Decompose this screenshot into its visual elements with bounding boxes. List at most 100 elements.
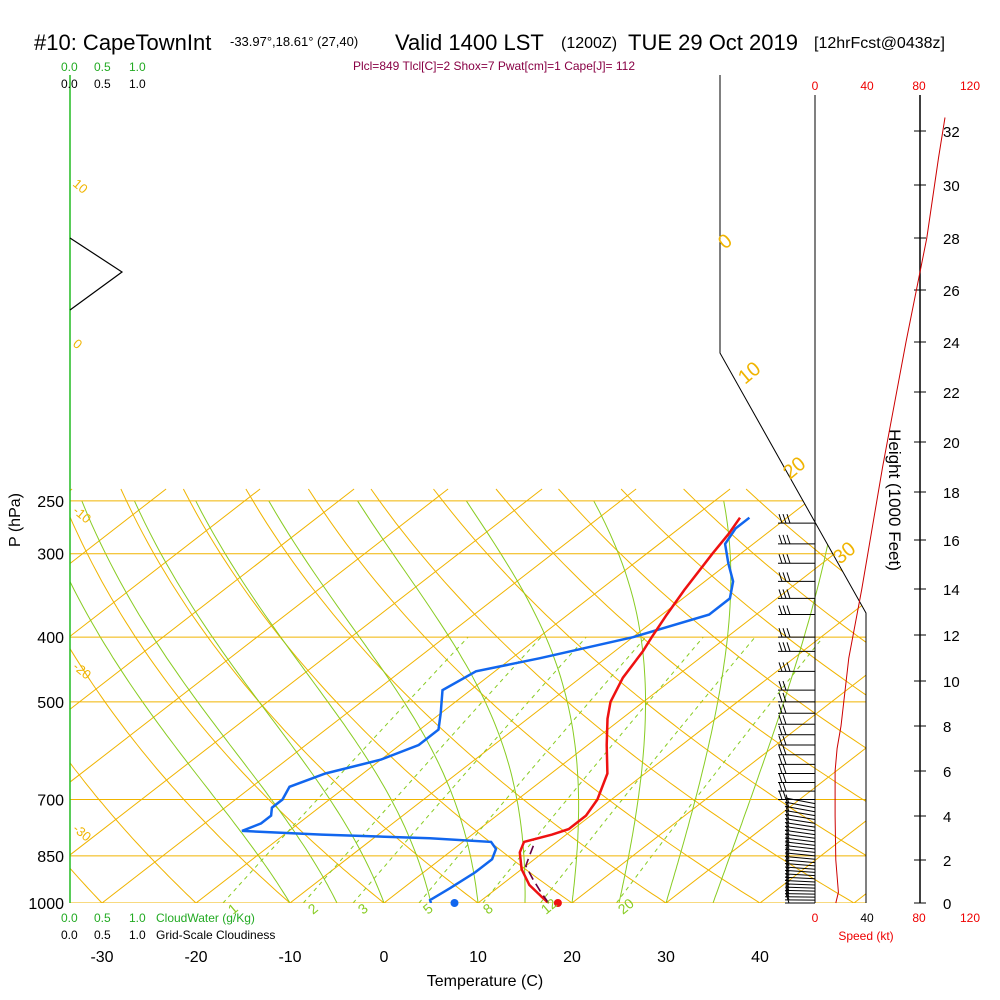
speed-bottom-40: 40 <box>860 911 874 925</box>
moist-adiabat-label: 10 <box>734 358 765 389</box>
wind-barb-flag <box>785 887 790 898</box>
wind-barb-flag <box>785 810 790 820</box>
wind-barb-staff <box>784 889 816 892</box>
wind-barb-staff <box>784 883 816 886</box>
wind-barb-flag <box>778 589 783 599</box>
pressure-tick-label: 250 <box>37 494 64 511</box>
pressure-tick-label: 850 <box>37 849 64 866</box>
wind-barb <box>784 860 816 870</box>
wind-barb <box>778 790 815 801</box>
wind-barb-staff <box>784 863 816 867</box>
wind-barb-staff <box>784 805 816 813</box>
wind-barb-flag <box>785 850 790 860</box>
wind-barb-flag <box>786 572 791 582</box>
wind-barb-flag <box>786 589 791 599</box>
dry-adiabat-line <box>70 488 307 903</box>
moist-adiabats <box>70 500 837 903</box>
moist-adiabat-line <box>465 500 580 903</box>
height-axis-title: Height (1000 Feet) <box>885 429 904 571</box>
wind-barb-flag <box>782 642 787 652</box>
temperature-tick-label: -30 <box>90 949 113 966</box>
sounding-profiles <box>241 516 751 903</box>
valid-time: Valid 1400 LST <box>395 30 544 55</box>
wind-barb-flag <box>785 802 790 812</box>
wind-barb-staff <box>784 886 816 889</box>
top-green-2: 1.0 <box>129 60 146 74</box>
height-tick-label: 16 <box>943 533 960 550</box>
zulu-time: (1200Z) <box>561 35 617 52</box>
wind-barb <box>778 704 815 714</box>
temperature-tick-label: 30 <box>657 949 675 966</box>
wind-barb-flag <box>785 885 790 895</box>
moist-adiabat-line <box>133 500 385 903</box>
wind-barb <box>778 725 815 736</box>
mixing-ratio-lines <box>222 636 824 903</box>
isotherm-line <box>665 488 866 903</box>
isobars <box>70 500 866 903</box>
temperature-tick-label: 0 <box>380 949 389 966</box>
wind-barb-flag <box>785 843 790 853</box>
speed-top-120: 120 <box>960 79 980 93</box>
wind-barb-staff <box>784 822 816 828</box>
moist-adiabat-label: 0 <box>714 230 737 254</box>
wind-barb <box>778 715 815 725</box>
moist-adiabat-line <box>593 500 646 903</box>
height-tick-label: 30 <box>943 178 960 195</box>
wind-barb-flag <box>786 605 791 615</box>
wind-barb-staff <box>784 873 816 877</box>
wind-barb <box>784 818 816 828</box>
isotherm-line <box>289 488 825 903</box>
wind-barb-flag <box>785 890 790 901</box>
cloudiness-profile <box>69 237 124 311</box>
wind-barb-flag <box>778 680 783 691</box>
valid-date: TUE 29 Oct 2019 <box>628 30 798 55</box>
wind-barb-staff <box>784 869 816 873</box>
wind-barb-flag <box>782 764 787 774</box>
wind-barb-staff <box>784 866 816 870</box>
height-tick-label: 22 <box>943 385 960 402</box>
wind-barb <box>778 692 815 703</box>
wind-barb-flag <box>785 806 790 816</box>
wind-barb <box>778 773 815 783</box>
height-tick-label: 20 <box>943 435 960 452</box>
dry-adiabat-label: -30 <box>70 821 94 845</box>
wind-barb-flag <box>782 745 787 755</box>
wind-barb-flag <box>782 735 787 746</box>
speed-bottom-0: 0 <box>812 911 819 925</box>
wind-barb <box>784 853 816 864</box>
wind-barb-flag <box>778 725 783 735</box>
wind-barb-flag <box>778 755 783 765</box>
wind-barb-flag <box>785 893 790 904</box>
wind-barb-flag <box>785 860 790 870</box>
temperature-profile <box>518 516 742 903</box>
height-tick-label: 4 <box>943 809 951 826</box>
wind-barb-flag <box>785 856 790 867</box>
bottom-black-2: 1.0 <box>129 928 146 942</box>
bottom-green-1: 0.5 <box>94 911 111 925</box>
wind-barb <box>778 781 815 792</box>
temperature-tick-label: -20 <box>184 949 207 966</box>
wind-barb <box>778 605 815 616</box>
pressure-tick-label: 1000 <box>28 896 64 913</box>
wind-barb-staff <box>784 809 816 817</box>
dry-adiabat-label: -20 <box>70 659 94 683</box>
wind-barb-flag <box>782 589 787 599</box>
wind-barb <box>778 589 815 599</box>
wind-barb-flag <box>785 839 790 850</box>
wind-barb <box>784 866 816 877</box>
wind-barb-flag <box>778 662 783 672</box>
wind-barb <box>784 798 816 809</box>
height-tick-label: 10 <box>943 674 960 691</box>
isotherm-line <box>853 488 866 903</box>
parcel-path <box>524 845 550 903</box>
station-name: #10: CapeTownInt <box>34 30 211 55</box>
height-tick-label: 14 <box>943 582 960 599</box>
wind-barb-flag <box>782 773 787 783</box>
wind-barb-flag <box>778 715 783 725</box>
top-black-1: 0.5 <box>94 77 111 91</box>
speed-axis-label: Speed (kt) <box>838 929 893 943</box>
wind-barb-flag <box>786 513 791 524</box>
dry-adiabat-line <box>182 488 593 903</box>
wind-barb <box>778 755 815 765</box>
temperature-axis-title: Temperature (C) <box>427 973 543 990</box>
